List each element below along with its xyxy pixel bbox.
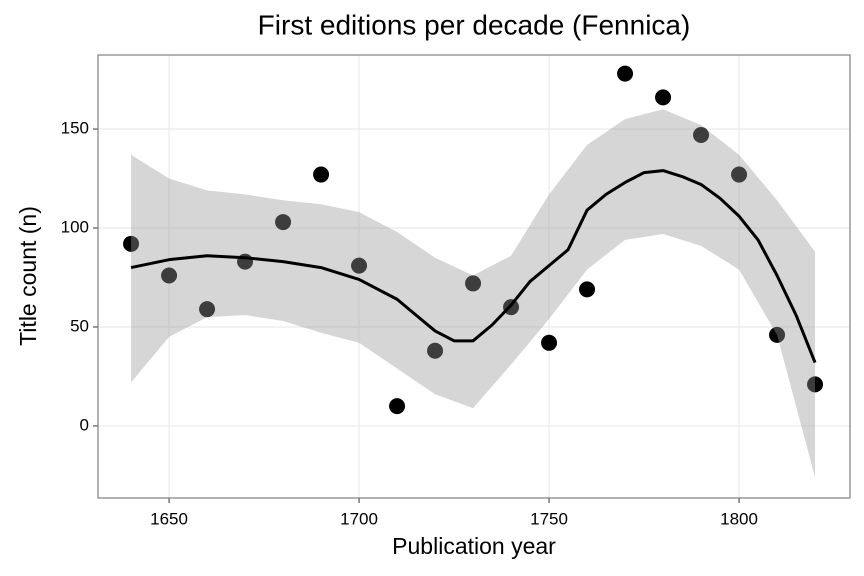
point [769,326,786,343]
y-axis-label: Title count (n) [15,206,41,346]
plot-border [97,54,851,499]
point [541,334,558,351]
point [807,376,824,393]
chart-title: First editions per decade (Fennica) [258,9,691,40]
x-axis-label: Publication year [392,533,556,559]
y-tick-label: 150 [61,119,89,138]
x-tick-label: 1700 [340,509,378,528]
y-tick-label: 0 [80,415,89,434]
point [275,214,292,231]
point [389,398,406,415]
point [579,281,596,298]
smooth-line [130,169,817,364]
point [693,126,710,143]
point [465,275,482,292]
point [731,166,748,183]
point [427,342,444,359]
point [655,89,672,106]
y-tick-label: 100 [61,217,89,236]
point [199,301,216,318]
x-tick-label: 1650 [150,509,188,528]
point [617,65,634,82]
point [161,267,178,284]
point [123,235,140,252]
x-tick-label: 1800 [720,509,758,528]
y-tick-label: 50 [70,316,89,335]
confidence-band [131,109,816,478]
x-tick-label: 1750 [530,509,568,528]
point [351,257,368,274]
point [313,166,330,183]
